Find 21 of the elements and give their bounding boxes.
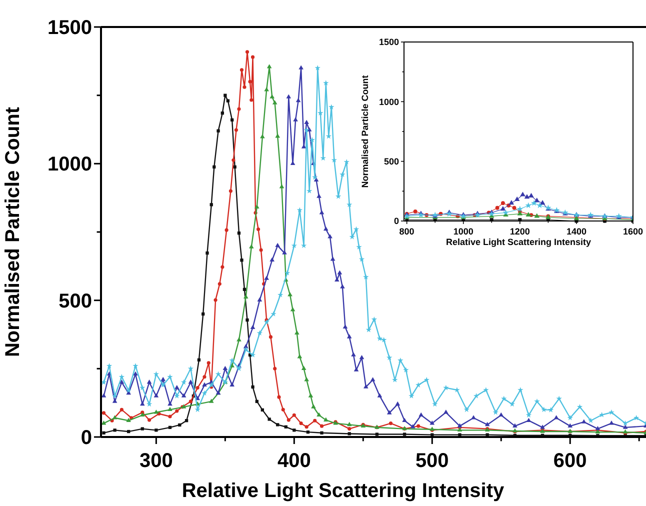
x-tick-label: 1600 xyxy=(622,226,644,236)
y-tick-label: 500 xyxy=(384,156,399,166)
x-tick-label: 400 xyxy=(277,450,311,472)
y-tick-label: 0 xyxy=(394,216,399,226)
x-tick-label: 300 xyxy=(140,450,173,472)
x-tick-label: 500 xyxy=(415,450,449,472)
x-tick-label: 1400 xyxy=(566,226,586,236)
x-tick-label: 1000 xyxy=(453,226,474,236)
y-tick-label: 1500 xyxy=(48,17,92,39)
y-tick-label: 1500 xyxy=(378,37,399,48)
y-tick-label: 1000 xyxy=(48,154,92,176)
y-tick-label: 1000 xyxy=(378,96,399,107)
y-tick-label: 500 xyxy=(58,290,92,312)
x-tick-label: 800 xyxy=(399,226,414,236)
y-tick-label: 0 xyxy=(80,427,92,449)
x-tick-label: 600 xyxy=(553,450,587,472)
y-axis-title: Normalised Particle Count xyxy=(2,106,24,358)
x-axis-title: Relative Light Scattering Intensity xyxy=(446,237,592,247)
x-tick-label: 1200 xyxy=(510,226,530,236)
y-axis-title: Normalised Particle Count xyxy=(360,75,370,188)
x-axis-title: Relative Light Scattering Intensity xyxy=(182,480,506,502)
